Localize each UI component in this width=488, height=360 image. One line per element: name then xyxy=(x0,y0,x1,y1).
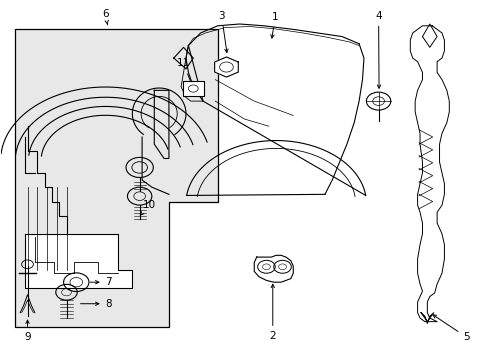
Text: 4: 4 xyxy=(374,11,381,88)
Text: 6: 6 xyxy=(102,9,109,25)
Text: 2: 2 xyxy=(269,284,276,341)
Text: 8: 8 xyxy=(81,299,112,309)
Polygon shape xyxy=(214,57,238,77)
Polygon shape xyxy=(25,234,132,288)
Bar xyxy=(182,81,203,96)
Text: 5: 5 xyxy=(432,315,468,342)
Text: 1: 1 xyxy=(270,12,278,38)
Text: 3: 3 xyxy=(218,11,227,53)
Polygon shape xyxy=(15,30,217,327)
Text: 7: 7 xyxy=(90,277,112,287)
Text: 9: 9 xyxy=(24,320,31,342)
Text: 11: 11 xyxy=(177,58,192,85)
Text: 10: 10 xyxy=(140,200,156,215)
